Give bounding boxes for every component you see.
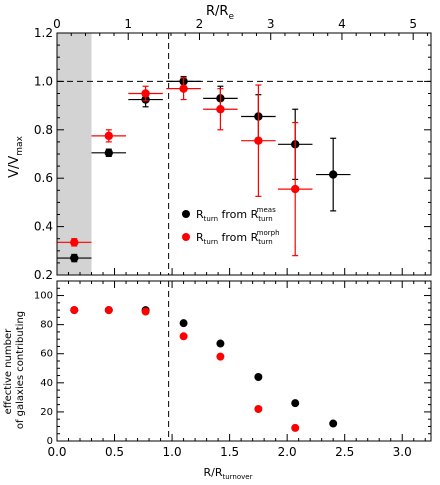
count-point-morph xyxy=(179,332,188,341)
count-point-meas xyxy=(216,339,225,348)
count-point-meas xyxy=(254,373,263,381)
y-tick-label-bottom: 60 xyxy=(40,349,53,360)
shaded-region xyxy=(57,33,92,275)
reference-lines xyxy=(57,33,431,275)
legend-marker-morph xyxy=(182,233,190,241)
y-tick-label-bottom: 0 xyxy=(47,436,53,447)
legend-label-morph: Rturn from Rturnmorph xyxy=(196,229,280,246)
top-axis-tick-label: 1 xyxy=(124,17,132,31)
data-point-morph xyxy=(70,238,79,247)
x-tick-label: 0.0 xyxy=(47,445,66,459)
y-axis-title-bottom: effective number of galaxies contributin… xyxy=(3,311,26,429)
legend-label-meas: Rturn from Rturnmeas xyxy=(196,206,276,223)
data-point-morph xyxy=(104,131,113,141)
count-point-morph xyxy=(104,306,113,315)
data-point-morph xyxy=(291,184,300,194)
y-axis-title-top: V/Vmax xyxy=(7,135,25,177)
y-tick-label: 0.2 xyxy=(34,268,53,282)
top-axis-tick-label: 3 xyxy=(267,17,275,31)
legend: Rturn from Rturnmeas Rturn from Rturnmor… xyxy=(182,206,280,246)
bottom-panel: 0 20 40 60 80 100 0.0 0.5 1.0 1.5 2.0 2.5 3.0 R/Rtur… xyxy=(3,280,432,481)
data-point-meas xyxy=(70,253,79,263)
top-axis-tick-label: 5 xyxy=(409,17,417,31)
top-axis-title: R/Re xyxy=(206,4,234,22)
x-axis-title: R/Rturnover xyxy=(204,466,253,481)
data-point-morph xyxy=(179,84,188,93)
x-tick-label: 2.0 xyxy=(278,445,297,459)
data-point-meas xyxy=(328,170,338,179)
count-point-morph xyxy=(70,306,79,315)
count-point-morph xyxy=(291,423,300,432)
count-point-meas xyxy=(179,319,188,328)
y-tick-label: 0.8 xyxy=(34,123,53,137)
data-point-morph xyxy=(141,89,150,98)
top-axis-tick-label: 2 xyxy=(196,17,204,31)
count-point-morph xyxy=(216,352,225,361)
top-panel: 0.2 0.4 0.6 0.8 1.0 1.20 1 2 3 4 5 R/Re V/Vmax Rtu… xyxy=(7,4,432,282)
y-tick-label-bottom: 20 xyxy=(40,407,53,418)
x-tick-label: 1.0 xyxy=(163,445,182,459)
y-tick-label-bottom: 40 xyxy=(40,378,53,389)
data-point-morph xyxy=(254,136,263,145)
y-tick-label-bottom: 100 xyxy=(34,291,53,302)
y-tick-label: 0.4 xyxy=(34,220,53,234)
y-tick-label: 0.6 xyxy=(34,171,53,185)
x-tick-label: 0.5 xyxy=(105,445,124,459)
x-tick-label: 2.5 xyxy=(335,445,354,459)
count-point-morph xyxy=(141,307,150,316)
x-tick-label: 1.5 xyxy=(220,445,239,459)
bottom-axis-ticks: 0 20 40 60 80 100 0.0 0.5 1.0 1.5 2.0 2.5 3.0 xyxy=(34,281,431,459)
bottom-data-points xyxy=(70,306,338,432)
data-point-morph xyxy=(216,105,225,114)
legend-marker-meas xyxy=(182,210,190,218)
x-tick-label: 3.0 xyxy=(393,445,412,459)
data-point-meas xyxy=(104,148,113,157)
y-tick-label: 1.2 xyxy=(34,26,53,40)
top-axis-tick-label: 4 xyxy=(338,17,346,31)
top-data-points xyxy=(57,75,351,263)
count-point-meas xyxy=(291,399,300,408)
y-tick-label-bottom: 80 xyxy=(40,320,53,331)
count-point-morph xyxy=(254,405,263,413)
bottom-plot-frame xyxy=(56,280,432,442)
count-point-meas xyxy=(329,419,338,428)
y-tick-label: 1.0 xyxy=(34,74,53,88)
top-axis-ticks: 0.2 0.4 0.6 0.8 1.0 1.20 1 2 3 4 5 xyxy=(34,17,431,282)
top-axis-tick-label: 0 xyxy=(53,17,61,31)
